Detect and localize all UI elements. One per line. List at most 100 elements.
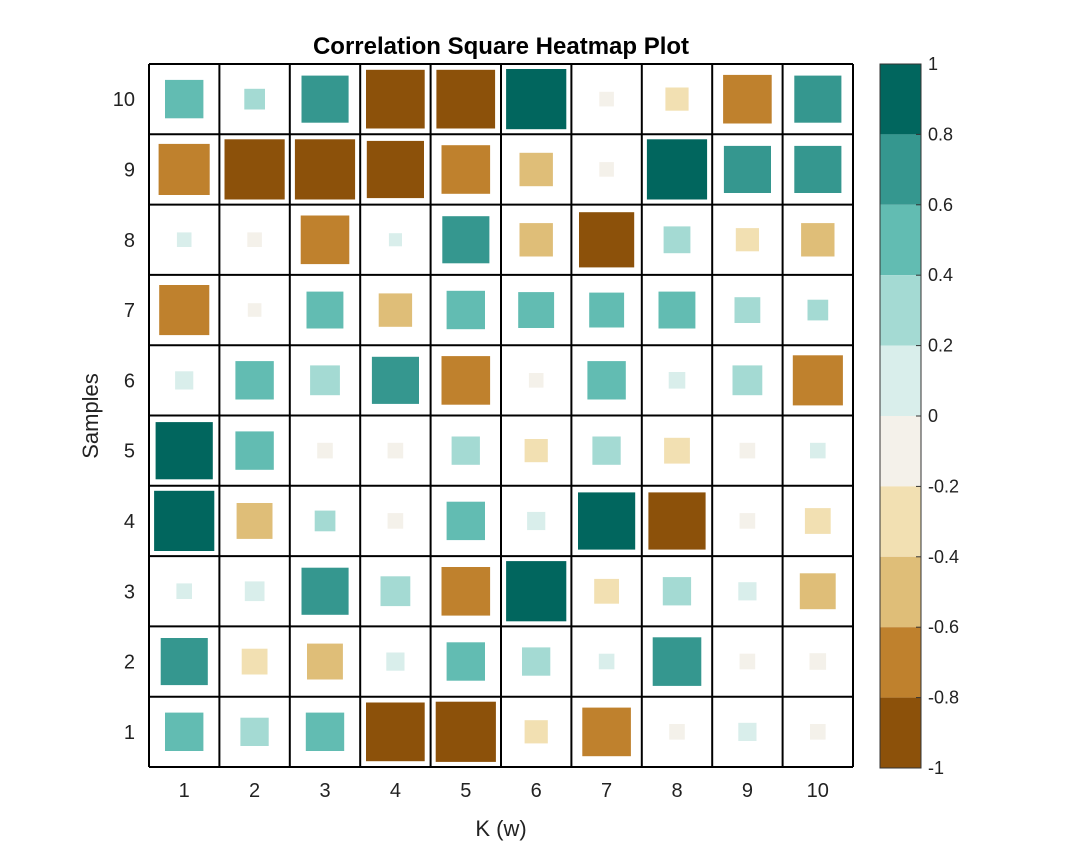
heatmap-cell-r7-c5 <box>446 290 485 330</box>
y-axis-label: Samples <box>78 373 103 459</box>
heatmap-cell-r5-c3 <box>317 442 333 459</box>
heatmap-cell-r9-c10 <box>794 145 842 193</box>
heatmap-cell-r4-c10 <box>804 508 831 534</box>
heatmap-cell-r6-c10 <box>792 355 843 406</box>
heatmap-cell-r3-c3 <box>301 567 349 615</box>
colorbar-tick-label: 0.2 <box>928 336 953 356</box>
heatmap-cell-r4-c4 <box>387 513 404 529</box>
colorbar-tick-label: -0.8 <box>928 688 959 708</box>
y-tick-label: 2 <box>124 652 135 674</box>
heatmap-cell-r3-c7 <box>594 578 619 604</box>
heatmap-cell-r5-c6 <box>524 439 548 463</box>
heatmap-cell-r7-c1 <box>159 285 210 336</box>
y-tick-label: 7 <box>124 300 135 322</box>
colorbar-tick-label: 0.4 <box>928 265 953 285</box>
colorbar-tick-label: -1 <box>928 758 944 778</box>
colorbar-tick-label: -0.4 <box>928 547 959 567</box>
heatmap-cell-r6-c1 <box>175 371 194 390</box>
heatmap-cell-r1-c10 <box>810 724 826 740</box>
x-axis-ticks: 1 2 3 4 5 6 7 8 9 10 <box>179 780 829 802</box>
heatmap-cell-r2-c10 <box>809 653 827 670</box>
heatmap-cell-r3-c10 <box>799 573 836 610</box>
heatmap-cell-r5-c7 <box>592 436 621 465</box>
heatmap-cell-r6-c6 <box>528 373 544 388</box>
heatmap-cell-r10-c3 <box>301 75 349 123</box>
heatmap-cell-r9-c3 <box>294 139 356 200</box>
heatmap-cell-r6-c7 <box>587 361 626 400</box>
x-tick-label: 6 <box>531 780 542 802</box>
colorbar-segment <box>880 64 921 135</box>
heatmap-cell-r5-c9 <box>739 442 756 459</box>
heatmap-cell-r1-c2 <box>240 717 269 746</box>
heatmap-cell-r10-c9 <box>723 74 772 124</box>
heatmap-cell-r3-c8 <box>662 577 692 606</box>
heatmap-cell-r4-c8 <box>648 492 706 550</box>
heatmap-cell-r2-c6 <box>522 647 551 676</box>
heatmap-cell-r10-c4 <box>366 69 425 129</box>
x-axis-label: K (w) <box>475 816 526 841</box>
heatmap-cell-r2-c4 <box>386 652 405 671</box>
heatmap-cell-r4-c7 <box>578 492 636 550</box>
x-tick-label: 5 <box>460 780 471 802</box>
heatmap-cell-r1-c1 <box>165 712 204 751</box>
colorbar-segment <box>880 204 921 276</box>
heatmap-cell-r2-c7 <box>598 653 615 670</box>
heatmap-cell-r3-c6 <box>506 561 567 622</box>
colorbar-tick-label: -0.6 <box>928 617 959 637</box>
heatmap-cell-r8-c9 <box>735 228 759 252</box>
heatmap-cell-r10-c7 <box>599 91 614 107</box>
heatmap-cell-r7-c4 <box>378 293 413 327</box>
heatmap-cell-r9-c5 <box>441 145 491 194</box>
heatmap-cell-r10-c5 <box>436 69 496 129</box>
heatmap-cell-r9-c9 <box>723 145 771 193</box>
heatmap-cell-r9-c8 <box>646 139 708 200</box>
colorbar-segment <box>880 345 921 416</box>
heatmap-cell-r7-c8 <box>658 291 696 329</box>
heatmap-cell-r1-c9 <box>738 722 757 741</box>
heatmap-cell-r8-c4 <box>388 233 402 247</box>
heatmap-cell-r7-c3 <box>306 291 344 329</box>
heatmap-cell-r7-c2 <box>247 303 262 317</box>
heatmap-cell-r4-c3 <box>314 510 336 532</box>
x-tick-label: 3 <box>319 780 330 802</box>
heatmap-cell-r5-c2 <box>235 431 274 470</box>
heatmap-cell-r3-c5 <box>441 567 491 616</box>
heatmap-cell-r1-c4 <box>366 702 425 762</box>
colorbar-tick-label: 0 <box>928 406 938 426</box>
x-tick-label: 10 <box>807 780 829 802</box>
x-tick-label: 2 <box>249 780 260 802</box>
heatmap-cell-r4-c5 <box>446 501 485 541</box>
heatmap-cell-r10-c8 <box>665 87 689 111</box>
colorbar-segment <box>880 697 921 768</box>
heatmap-cell-r1-c5 <box>435 701 496 762</box>
heatmap-cell-r8-c10 <box>801 223 835 257</box>
colorbar-segment <box>880 556 921 628</box>
heatmap-cell-r9-c7 <box>599 162 614 177</box>
heatmap-cell-r5-c5 <box>451 436 480 465</box>
heatmap-cell-r4-c6 <box>527 511 546 531</box>
heatmap-cell-r6-c2 <box>235 361 274 400</box>
colorbar-tick-label: 1 <box>928 54 938 74</box>
heatmap-cells <box>154 69 843 762</box>
heatmap-cell-r3-c2 <box>244 581 265 602</box>
heatmap-cell-r7-c10 <box>807 299 829 321</box>
heatmap-cell-r6-c8 <box>668 372 686 389</box>
heatmap-cell-r9-c1 <box>158 143 210 195</box>
heatmap-cell-r4-c9 <box>739 513 756 529</box>
heatmap-cell-r3-c4 <box>380 576 411 607</box>
heatmap-cell-r7-c9 <box>734 297 761 323</box>
colorbar-tick-label: 0.8 <box>928 124 953 144</box>
heatmap-cell-r3-c1 <box>176 583 192 599</box>
heatmap-cell-r9-c6 <box>519 152 553 187</box>
x-tick-label: 4 <box>390 780 401 802</box>
heatmap-cell-r2-c9 <box>739 653 756 670</box>
x-tick-label: 9 <box>742 780 753 802</box>
heatmap-cell-r1-c7 <box>582 707 631 757</box>
heatmap-cell-r8-c5 <box>442 216 490 264</box>
heatmap-cell-r4-c1 <box>154 490 215 551</box>
y-tick-label: 3 <box>124 581 135 603</box>
heatmap-cell-r6-c5 <box>441 356 491 405</box>
heatmap-cell-r2-c8 <box>652 637 702 686</box>
